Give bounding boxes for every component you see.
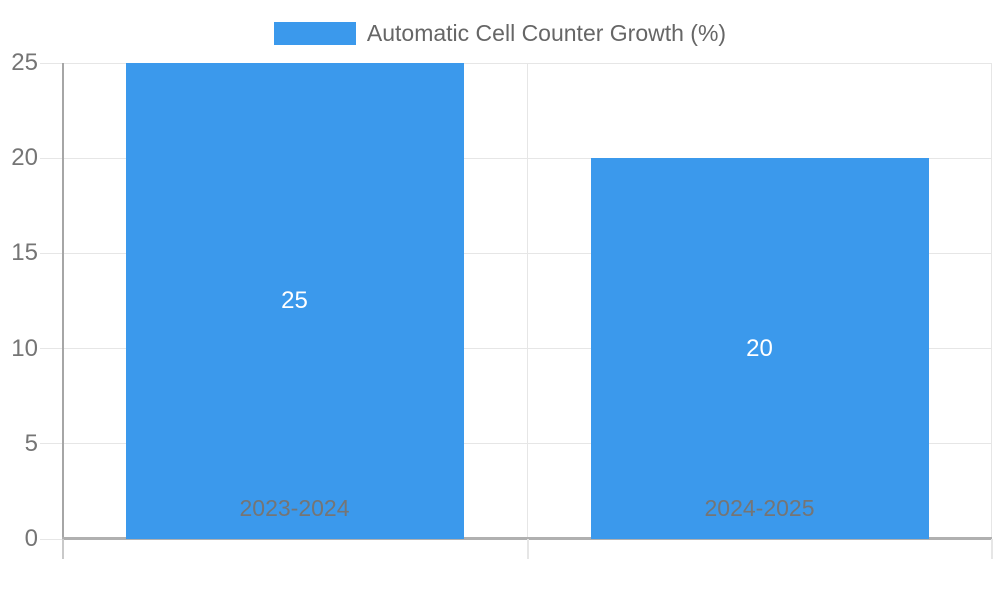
x-axis-baseline — [62, 537, 992, 540]
x-tick-label: 2024-2025 — [704, 495, 815, 521]
y-tick-mark — [40, 443, 62, 445]
y-axis-line — [62, 63, 64, 539]
y-tick-mark — [40, 252, 62, 254]
chart-legend: Automatic Cell Counter Growth (%) — [0, 20, 1000, 47]
x-tick-mark — [62, 539, 64, 559]
y-tick-label: 10 — [11, 334, 38, 362]
y-tick-label: 25 — [11, 49, 38, 76]
bar-2023-2024[interactable] — [126, 63, 464, 539]
y-tick-label: 20 — [11, 144, 38, 172]
x-tick-mark — [991, 539, 993, 559]
y-tick-label: 0 — [24, 525, 38, 552]
bar-2024-2025[interactable] — [591, 158, 929, 539]
y-tick-label: 15 — [11, 239, 38, 267]
plot-area — [62, 62, 992, 540]
y-tick-mark — [40, 157, 62, 159]
x-tick-label: 2023-2024 — [239, 495, 350, 521]
y-tick-label: 5 — [24, 429, 38, 457]
x-tick-mark — [527, 539, 529, 559]
y-tick-mark — [40, 348, 62, 350]
legend-label: Automatic Cell Counter Growth (%) — [366, 20, 727, 46]
plot-right-border — [991, 63, 992, 539]
legend-swatch — [273, 22, 356, 45]
bar-value-label: 25 — [281, 287, 308, 314]
y-tick-mark — [40, 62, 62, 64]
bar-value-label: 20 — [746, 334, 773, 362]
category-boundary-gridline — [527, 63, 528, 539]
y-tick-mark — [40, 538, 62, 540]
